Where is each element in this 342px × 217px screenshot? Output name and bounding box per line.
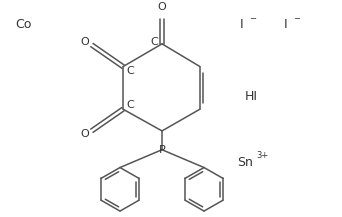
Text: Co: Co bbox=[15, 18, 31, 31]
Text: O: O bbox=[158, 2, 166, 12]
Text: I: I bbox=[240, 18, 244, 31]
Text: O: O bbox=[80, 37, 89, 47]
Text: −: − bbox=[249, 15, 256, 24]
Text: I: I bbox=[284, 18, 288, 31]
Text: Sn: Sn bbox=[237, 156, 253, 169]
Text: O: O bbox=[80, 129, 89, 139]
Text: C: C bbox=[126, 100, 134, 110]
Text: −: − bbox=[293, 15, 300, 24]
Text: 3+: 3+ bbox=[256, 151, 268, 160]
Text: P: P bbox=[159, 145, 166, 155]
Text: HI: HI bbox=[245, 90, 258, 103]
Text: C: C bbox=[150, 37, 158, 47]
Text: C: C bbox=[126, 66, 134, 76]
